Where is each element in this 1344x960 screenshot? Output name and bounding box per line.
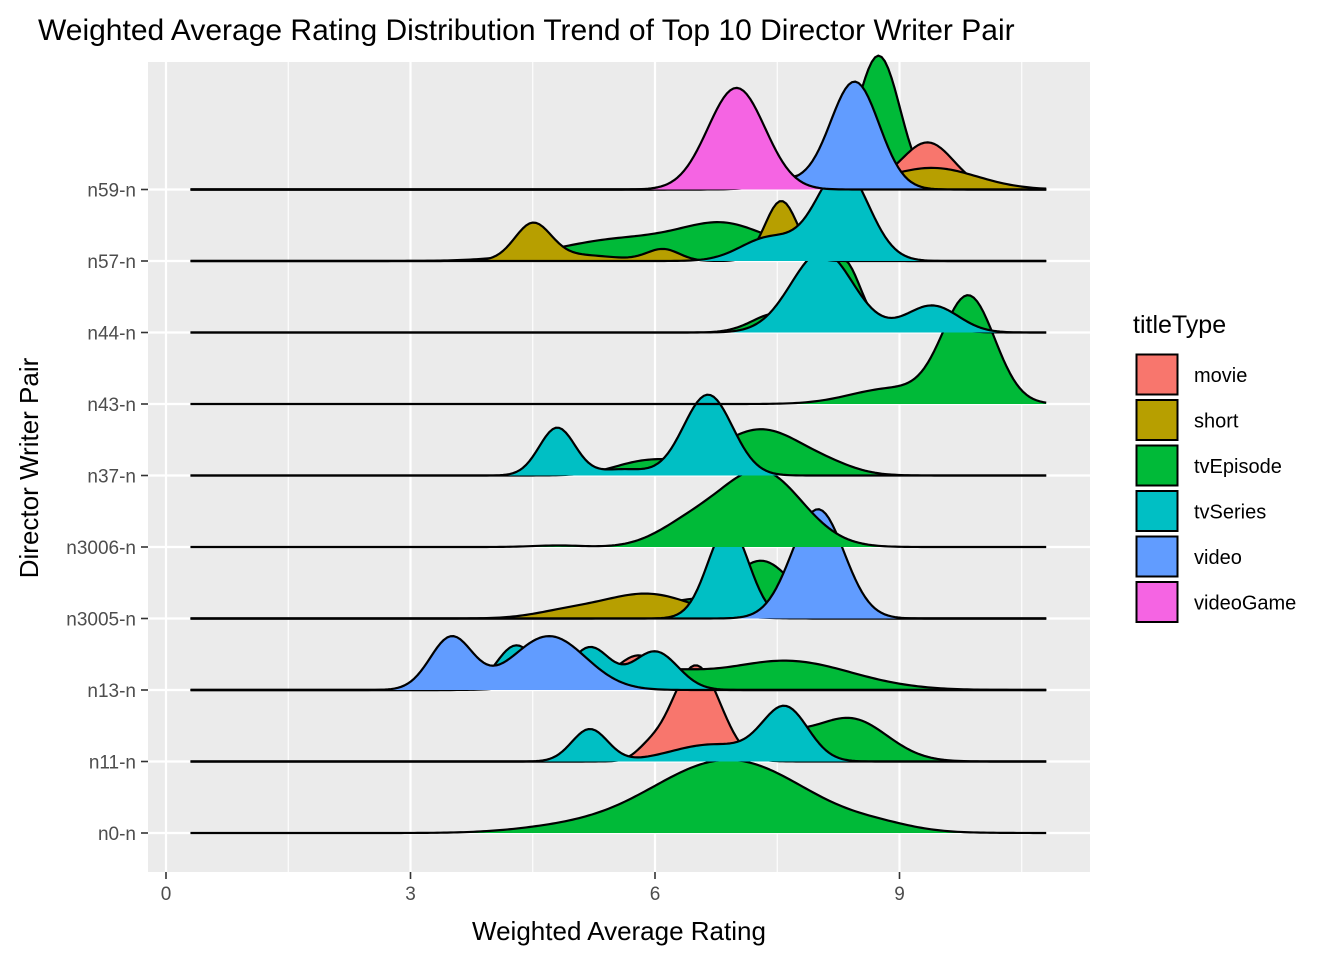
legend-label-tvSeries: tvSeries: [1194, 502, 1266, 524]
legend-label-video: video: [1194, 547, 1242, 569]
legend-swatch-movie: [1135, 353, 1179, 396]
legend-label-movie: movie: [1194, 365, 1247, 387]
ridge-n57-n-tvSeries: [190, 167, 1047, 261]
legend-swatch-tvEpisode: [1135, 444, 1179, 487]
ridge-outline-n3006-n-tvEpisode: [190, 468, 1047, 549]
ridge-outline-n43-n-tvEpisode: [190, 294, 1047, 406]
ridge-outline-n44-n-tvSeries: [190, 250, 1047, 334]
ridge-n11-n-tvEpisode: [190, 717, 1047, 762]
y-tick-label: n0-n: [98, 824, 136, 845]
ridge-n0-n-tvEpisode: [190, 759, 1047, 833]
y-tick-label: n57-n: [87, 252, 136, 273]
x-tick-label: 6: [650, 884, 661, 905]
x-tick-label: 9: [894, 884, 905, 905]
ridge-outline-n11-n-tvSeries: [190, 704, 1047, 763]
ridge-n13-n-tvSeries: [190, 645, 1047, 690]
y-tick-label: n13-n: [87, 681, 136, 702]
ridge-n44-n-tvSeries: [190, 251, 1047, 333]
ridge-n37-n-tvEpisode: [190, 429, 1047, 476]
legend-label-videoGame: videoGame: [1194, 593, 1296, 615]
legend-swatch-videoGame: [1135, 581, 1179, 623]
legend: titleType movie short tvEpisode tvSeries vid…: [1133, 311, 1296, 623]
y-tick-label: n11-n: [89, 753, 136, 774]
x-tick-label: 0: [161, 884, 172, 905]
ridge-outline-n3005-n-video: [190, 508, 1047, 620]
ridge-n59-n-video: [190, 81, 1047, 190]
y-tick-label: n59-n: [87, 181, 136, 202]
legend-swatch-video: [1135, 535, 1179, 578]
ridge-outline-n0-n-tvEpisode: [190, 758, 1047, 835]
ridge-outline-n59-n-videoGame: [190, 86, 1047, 191]
y-axis-title: Director Writer Pair: [14, 357, 44, 578]
legend-swatch-short: [1135, 399, 1179, 441]
chart-title: Weighted Average Rating Distribution Tre…: [38, 14, 1015, 47]
y-tick-label: n44-n: [87, 324, 136, 345]
y-tick-label: n37-n: [87, 467, 136, 488]
ridge-layer: [190, 54, 1047, 835]
y-tick-label: n3005-n: [66, 610, 136, 631]
ridge-n3005-n-short: [190, 593, 1047, 619]
x-tick-label: 3: [405, 884, 416, 905]
ridge-outline-n13-n-video: [190, 635, 1047, 692]
legend-label-short: short: [1194, 411, 1239, 433]
legend-swatch-tvSeries: [1135, 490, 1179, 532]
legend-label-tvEpisode: tvEpisode: [1194, 456, 1282, 478]
y-tick-label: n3006-n: [66, 538, 136, 559]
ridge-n43-n-tvEpisode: [190, 295, 1047, 404]
ridge-outline-n37-n-tvSeries: [190, 393, 1047, 477]
legend-title: titleType: [1133, 311, 1226, 339]
ridge-outline-n57-n-tvSeries: [190, 166, 1047, 263]
x-axis-title: Weighted Average Rating: [472, 916, 766, 946]
axis-layer: 0 3 6 9 n0-n n11-n n13-n n3005-n n3006-n n37-n n43…: [66, 181, 905, 906]
y-tick-label: n43-n: [87, 395, 136, 416]
